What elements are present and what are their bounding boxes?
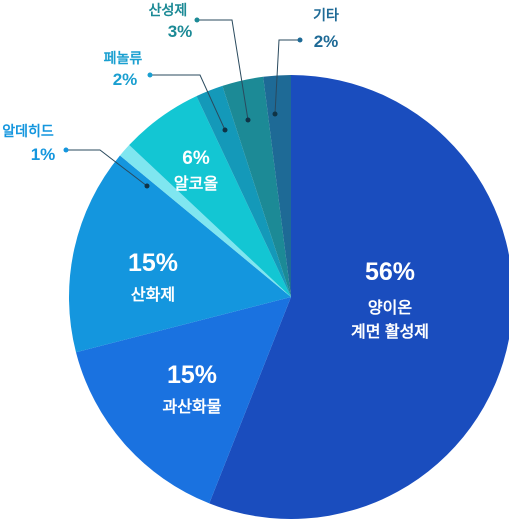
slice-0-value-label: 56%: [365, 258, 415, 286]
slice-6-leader-end: [245, 117, 251, 123]
slice-0: [209, 75, 509, 519]
slice-7-leader-line: [274, 39, 300, 115]
slice-3-value-label: 1%: [31, 145, 56, 164]
slice-5-leader-end: [222, 127, 228, 133]
slice-0-name-label: 양이온: [368, 299, 412, 317]
slice-7-leader-end: [272, 111, 278, 117]
slice-2: [68, 155, 291, 353]
slice-2-value-label: 15%: [128, 249, 178, 277]
slice-6: [222, 76, 291, 297]
slice-1: [75, 297, 291, 504]
slice-6-name-label: 산성제: [149, 2, 188, 18]
slice-3: [119, 145, 291, 297]
slice-2-name-label: 산화제: [131, 285, 175, 304]
slice-4-value-label: 6%: [182, 148, 210, 169]
slice-7-leader-dot: [297, 37, 303, 43]
slice-5-value-label: 2%: [113, 70, 138, 89]
slice-0-name-label: 계면 활성제: [351, 322, 429, 341]
slice-5-name-label: 페놀류: [104, 50, 143, 66]
slice-4-name-label: 알코올: [174, 175, 218, 193]
slice-3-leader-dot: [63, 147, 69, 153]
slice-1-value-label: 15%: [167, 361, 217, 389]
slice-1-name-label: 과산화물: [163, 397, 222, 416]
slice-7-value-label: 2%: [314, 32, 339, 51]
slice-6-leader-dot: [194, 17, 200, 23]
slice-5-leader-dot: [147, 72, 153, 78]
slice-7-name-label: 기타: [313, 7, 339, 23]
slice-3-leader-end: [144, 183, 150, 189]
slice-5: [196, 85, 291, 298]
slice-4: [129, 96, 291, 297]
slice-3-leader-line: [66, 149, 148, 187]
slice-5-leader-line: [150, 74, 226, 131]
slice-3-name-label: 알데히드: [2, 123, 54, 139]
slice-7: [263, 75, 291, 297]
slice-6-value-label: 3%: [168, 22, 193, 41]
pie-slices: [68, 75, 509, 519]
slice-6-leader-line: [197, 19, 249, 121]
